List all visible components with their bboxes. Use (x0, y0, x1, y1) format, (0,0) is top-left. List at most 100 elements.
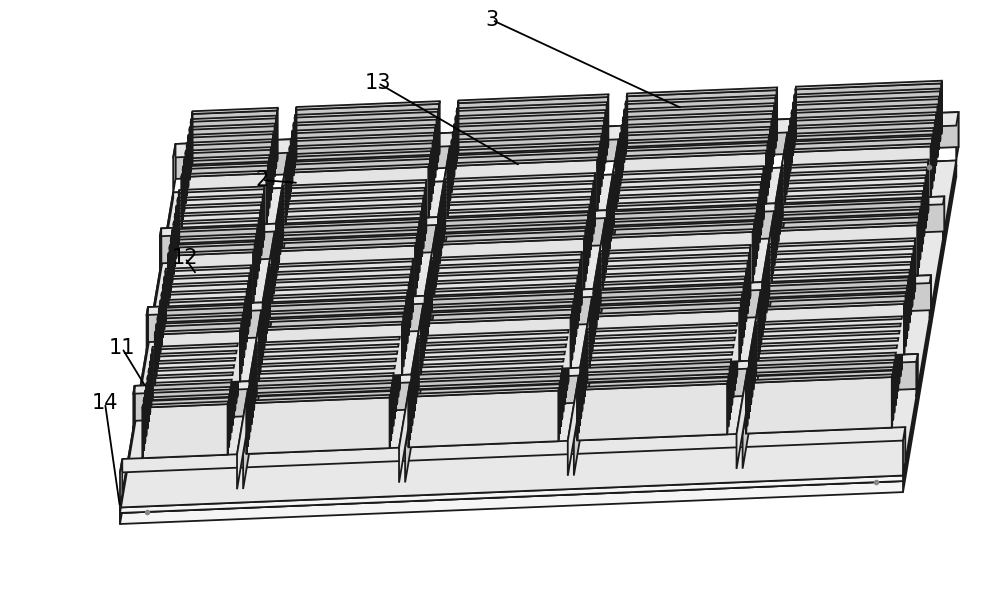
Polygon shape (237, 389, 248, 489)
Polygon shape (405, 382, 416, 482)
Polygon shape (762, 277, 909, 286)
Polygon shape (618, 143, 768, 151)
Polygon shape (453, 126, 603, 135)
Polygon shape (796, 83, 941, 140)
Polygon shape (748, 360, 895, 368)
Polygon shape (268, 267, 412, 275)
Polygon shape (426, 283, 576, 292)
Polygon shape (749, 290, 767, 361)
Polygon shape (772, 223, 918, 231)
Polygon shape (430, 260, 580, 268)
Polygon shape (276, 153, 288, 258)
Polygon shape (133, 386, 135, 429)
Polygon shape (295, 109, 438, 118)
Polygon shape (418, 333, 568, 390)
Polygon shape (568, 375, 585, 441)
Polygon shape (283, 180, 426, 188)
Polygon shape (746, 374, 892, 383)
Polygon shape (272, 243, 416, 251)
Polygon shape (412, 366, 562, 375)
Polygon shape (747, 367, 893, 376)
Polygon shape (591, 300, 741, 309)
Polygon shape (292, 125, 436, 133)
Polygon shape (188, 131, 274, 138)
Polygon shape (434, 239, 584, 295)
Polygon shape (753, 331, 900, 339)
Polygon shape (120, 459, 122, 507)
Polygon shape (176, 203, 262, 208)
Polygon shape (269, 231, 281, 337)
Polygon shape (760, 293, 906, 302)
Polygon shape (411, 304, 423, 409)
Polygon shape (607, 139, 625, 210)
Polygon shape (431, 252, 582, 261)
Polygon shape (410, 381, 560, 390)
Polygon shape (737, 369, 748, 469)
Polygon shape (263, 298, 406, 307)
Polygon shape (758, 301, 905, 310)
Polygon shape (450, 141, 600, 150)
Polygon shape (614, 169, 763, 226)
Polygon shape (768, 211, 780, 317)
Polygon shape (296, 101, 440, 110)
Polygon shape (786, 136, 933, 144)
Polygon shape (603, 229, 753, 238)
Polygon shape (455, 110, 606, 119)
Polygon shape (776, 199, 922, 207)
Polygon shape (418, 330, 569, 339)
Polygon shape (577, 384, 727, 440)
Polygon shape (746, 377, 892, 434)
Polygon shape (590, 311, 739, 367)
Polygon shape (166, 268, 251, 322)
Polygon shape (616, 153, 766, 210)
Polygon shape (437, 220, 587, 229)
Polygon shape (443, 181, 594, 189)
Polygon shape (627, 87, 777, 96)
Polygon shape (568, 375, 579, 476)
Polygon shape (449, 150, 599, 158)
Polygon shape (184, 155, 270, 161)
Polygon shape (273, 235, 417, 244)
Polygon shape (173, 160, 956, 198)
Polygon shape (296, 104, 439, 160)
Polygon shape (249, 380, 392, 389)
Polygon shape (162, 289, 247, 295)
Polygon shape (761, 286, 907, 294)
Polygon shape (191, 116, 276, 122)
Polygon shape (758, 304, 904, 361)
Polygon shape (793, 96, 939, 105)
Polygon shape (600, 248, 750, 304)
Polygon shape (590, 308, 740, 317)
Polygon shape (170, 242, 255, 248)
Polygon shape (120, 198, 173, 524)
Polygon shape (785, 146, 931, 203)
Polygon shape (249, 310, 261, 416)
Polygon shape (417, 304, 429, 409)
Polygon shape (780, 175, 926, 184)
Polygon shape (164, 273, 250, 279)
Polygon shape (173, 166, 956, 209)
Polygon shape (181, 173, 267, 228)
Polygon shape (782, 159, 929, 168)
Polygon shape (425, 225, 443, 296)
Polygon shape (769, 238, 915, 247)
Polygon shape (293, 117, 437, 125)
Polygon shape (174, 218, 259, 224)
Polygon shape (585, 337, 735, 346)
Text: 13: 13 (365, 73, 391, 93)
Polygon shape (438, 146, 450, 252)
Polygon shape (595, 276, 745, 285)
Polygon shape (435, 228, 586, 237)
Polygon shape (445, 176, 595, 232)
Polygon shape (773, 214, 919, 223)
Polygon shape (772, 225, 917, 282)
Polygon shape (756, 317, 902, 325)
Polygon shape (421, 315, 571, 324)
Polygon shape (580, 297, 592, 403)
Text: 11: 11 (109, 338, 135, 358)
Polygon shape (152, 343, 238, 349)
Polygon shape (259, 324, 402, 381)
Polygon shape (781, 168, 927, 176)
Polygon shape (599, 253, 749, 261)
Polygon shape (903, 166, 956, 492)
